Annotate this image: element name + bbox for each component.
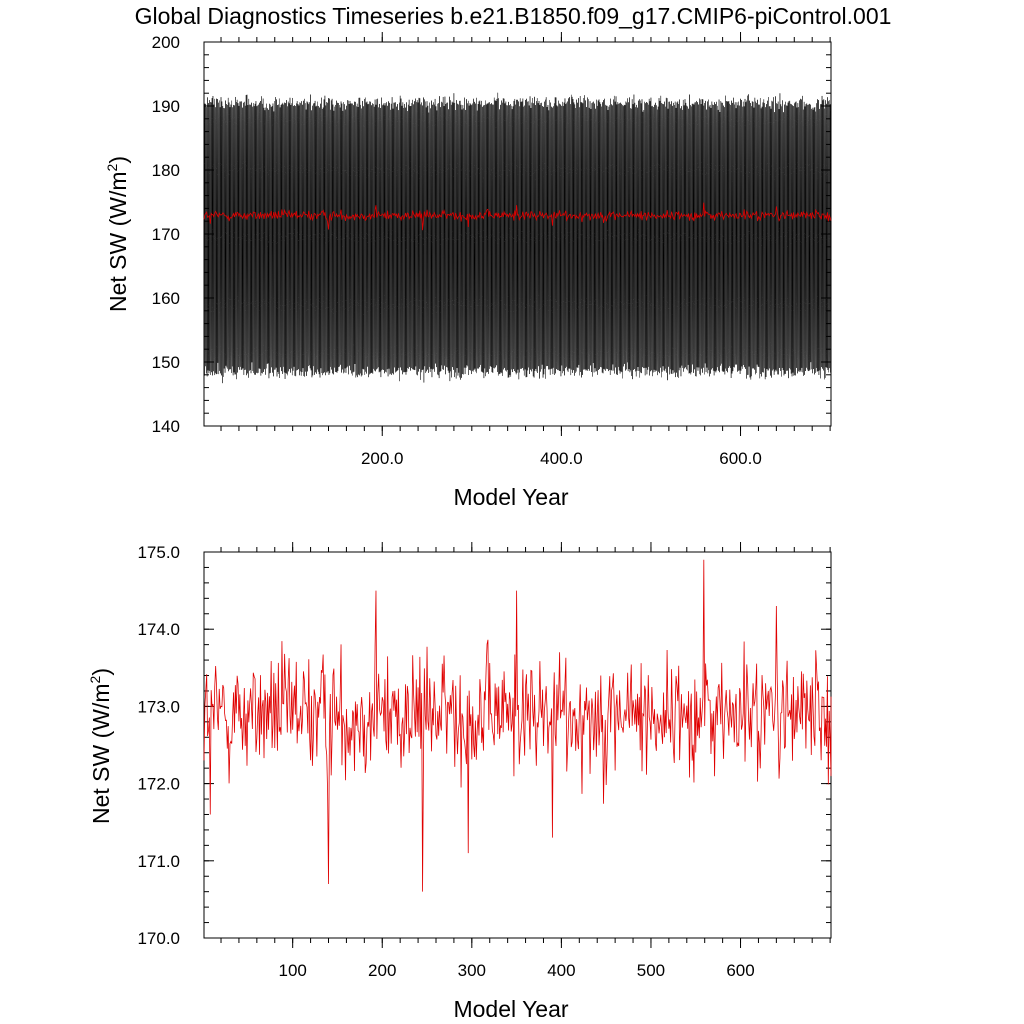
bottom-y-tick-labels: 170.0 171.0 172.0 173.0 174.0 175.0 <box>137 543 180 948</box>
top-chart: 140 150 160 170 180 190 200 200.0 400.0 600.0 Mo… <box>104 32 832 510</box>
bottom-annual-line <box>203 559 832 892</box>
bottom-x-tick-label: 400 <box>547 961 575 980</box>
top-y-axis-label-close: ) <box>105 156 131 164</box>
top-monthly-line <box>203 92 832 384</box>
bottom-major-ticks <box>204 542 831 948</box>
top-y-tick-labels: 140 150 160 170 180 190 200 <box>152 33 180 436</box>
top-y-axis-label-sup: 2 <box>104 163 120 171</box>
top-y-tick-label: 140 <box>152 417 180 436</box>
top-y-axis-label: Net SW (W/m2) <box>104 156 131 312</box>
top-x-tick-label: 600.0 <box>719 449 762 468</box>
bottom-y-axis-label-close: ) <box>88 668 114 676</box>
bottom-chart: 170.0 171.0 172.0 173.0 174.0 175.0 100 200 300… <box>87 542 832 1022</box>
bottom-y-tick-label: 174.0 <box>137 620 180 639</box>
bottom-y-tick-label: 172.0 <box>137 775 180 794</box>
top-x-axis-label: Model Year <box>453 484 568 510</box>
top-y-tick-label: 200 <box>152 33 180 52</box>
top-x-tick-labels: 200.0 400.0 600.0 <box>361 449 762 468</box>
bottom-y-tick-label: 175.0 <box>137 543 180 562</box>
bottom-y-axis-label-main: Net SW (W/m <box>88 683 114 824</box>
top-y-tick-label: 160 <box>152 289 180 308</box>
bottom-annual-series <box>203 559 832 892</box>
top-y-tick-label: 190 <box>152 97 180 116</box>
top-annual-series <box>203 202 832 231</box>
bottom-x-tick-labels: 100 200 300 400 500 600 <box>278 961 754 980</box>
bottom-y-axis-label-sup: 2 <box>87 675 103 683</box>
bottom-y-tick-label: 170.0 <box>137 929 180 948</box>
top-x-tick-label: 400.0 <box>540 449 583 468</box>
top-annual-line <box>203 202 832 231</box>
bottom-x-tick-label: 300 <box>458 961 486 980</box>
bottom-x-tick-label: 200 <box>368 961 396 980</box>
figure-title: Global Diagnostics Timeseries b.e21.B185… <box>135 3 892 29</box>
bottom-y-tick-label: 173.0 <box>137 697 180 716</box>
bottom-y-tick-label: 171.0 <box>137 852 180 871</box>
top-y-axis-label-main: Net SW (W/m <box>105 171 131 312</box>
bottom-x-tick-label: 500 <box>637 961 665 980</box>
top-x-tick-label: 200.0 <box>361 449 404 468</box>
bottom-x-tick-label: 100 <box>278 961 306 980</box>
top-y-tick-label: 180 <box>152 161 180 180</box>
top-y-tick-label: 150 <box>152 353 180 372</box>
bottom-y-axis-label: Net SW (W/m2) <box>87 668 114 824</box>
bottom-x-tick-label: 600 <box>726 961 754 980</box>
bottom-x-axis-label: Model Year <box>453 996 568 1022</box>
top-monthly-series <box>203 92 832 384</box>
top-y-tick-label: 170 <box>152 225 180 244</box>
